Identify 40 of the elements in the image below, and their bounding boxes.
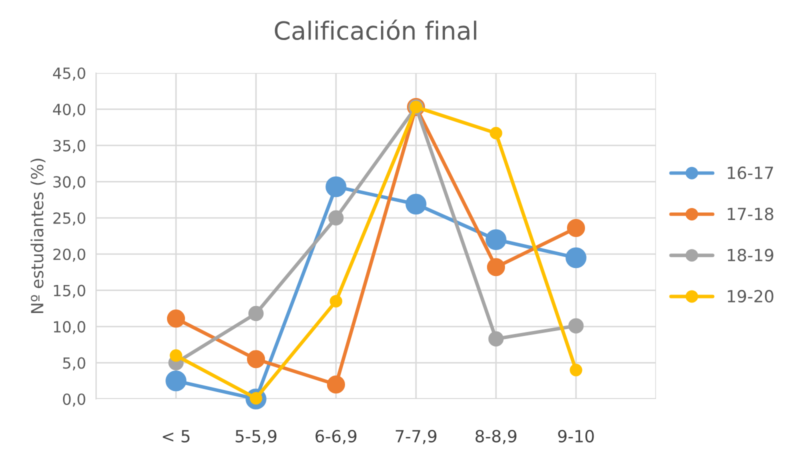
point <box>328 210 344 226</box>
y-tick-label: 35,0 <box>53 140 86 154</box>
x-tick-label: 8-8,9 <box>476 430 516 444</box>
y-tick-label: 10,0 <box>54 321 86 334</box>
x-tick-label: 6-6,9 <box>316 430 356 444</box>
legend-label: 17-18 <box>728 208 774 220</box>
y-tick-label: 15,0 <box>54 284 86 298</box>
point <box>246 350 266 368</box>
x-tick-label: 7-7,9 <box>396 430 436 444</box>
point <box>568 318 584 334</box>
point <box>170 349 182 362</box>
point <box>486 258 506 276</box>
point <box>566 219 586 238</box>
x-tick-label: 9-10 <box>558 430 594 442</box>
point <box>326 176 346 198</box>
point <box>406 194 426 215</box>
point <box>570 364 582 376</box>
point <box>486 229 506 250</box>
point <box>166 370 186 392</box>
x-tick-label: 5-5,9 <box>236 430 276 444</box>
legend-label: 19-20 <box>728 290 774 303</box>
point <box>326 375 346 394</box>
point <box>488 331 504 347</box>
point <box>490 126 502 140</box>
y-tick-label: 20,0 <box>53 248 86 262</box>
y-tick-label: 30,0 <box>53 176 86 190</box>
y-axis-title: Nº estudiantes (%) <box>30 158 46 313</box>
y-tick-label: 45,0 <box>53 67 86 81</box>
x-tick-label: < 5 <box>162 430 190 442</box>
chart-title: Calificación final <box>274 20 476 40</box>
legend-label: 16-17 <box>728 166 774 180</box>
y-tick-label: 0,0 <box>62 393 86 407</box>
point <box>566 247 586 268</box>
point <box>166 310 186 328</box>
point <box>330 294 342 308</box>
y-tick-label: 5,0 <box>63 357 86 370</box>
y-tick-label: 40,0 <box>53 104 86 117</box>
y-tick-label: 25,0 <box>53 212 86 226</box>
point <box>248 306 264 322</box>
legend-label: 18-19 <box>728 248 774 262</box>
